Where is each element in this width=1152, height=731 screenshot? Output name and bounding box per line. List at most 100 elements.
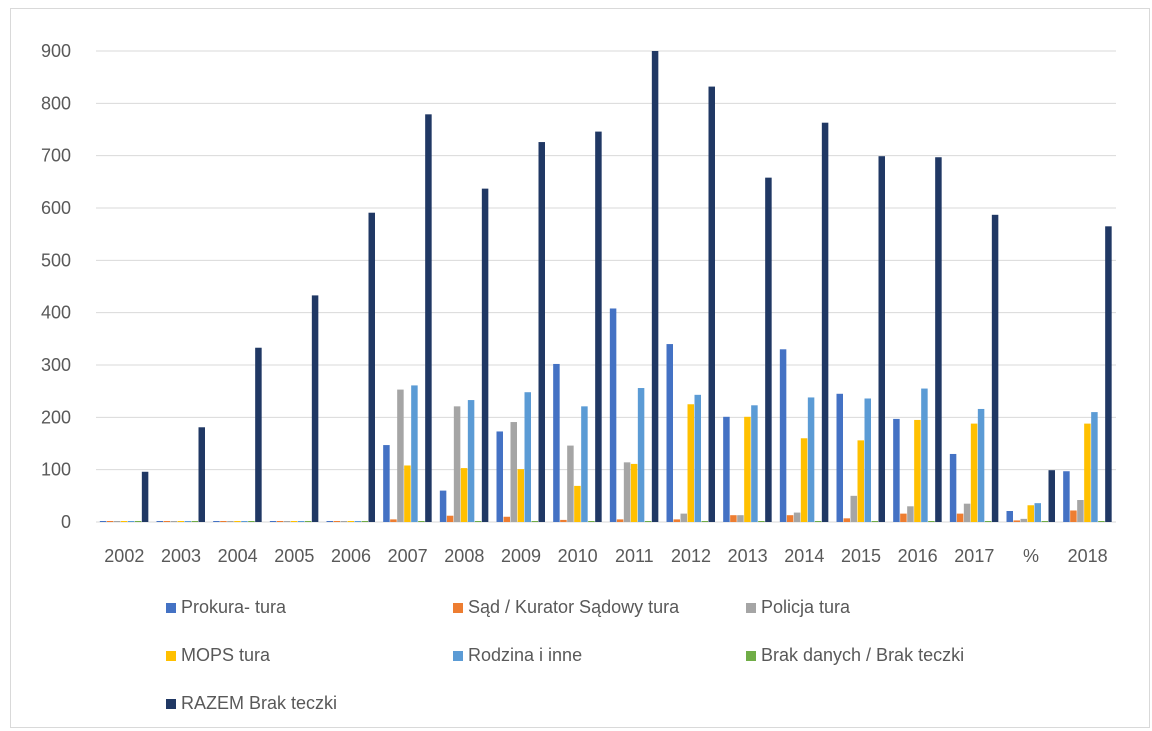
bar-s-d-kurator-s-dowy-tura-2002 xyxy=(106,521,114,522)
bar-s-d-kurator-s-dowy-tura-2005 xyxy=(276,521,284,522)
bar-brak-danych-brak-teczki-2016 xyxy=(928,521,935,522)
bar-razem-brak-teczki-2013 xyxy=(765,177,772,522)
y-tick-label: 500 xyxy=(41,250,71,270)
bar-brak-danych-brak-teczki-2017 xyxy=(984,521,992,522)
x-tick-label: 2012 xyxy=(671,546,711,566)
bar-prokura-tura-2004 xyxy=(213,521,220,522)
bar-razem-brak-teczki-pct xyxy=(1048,470,1055,522)
legend-swatch xyxy=(746,603,756,613)
y-tick-label: 600 xyxy=(41,198,71,218)
x-tick-label: 2015 xyxy=(841,546,881,566)
legend-item: Brak danych / Brak teczki xyxy=(746,645,964,665)
x-axis-tick-labels: 2002 2003 2004 2005 2006 2007 2008 2009 2010 2011… xyxy=(104,546,1107,566)
bar-rodzina-i-inne-2010 xyxy=(581,406,588,522)
bar-brak-danych-brak-teczki-2011 xyxy=(644,521,652,522)
bar-razem-brak-teczki-2017 xyxy=(991,214,999,522)
legend-label: Prokura- tura xyxy=(181,597,287,617)
legend-label: MOPS tura xyxy=(181,645,271,665)
legend-label: Sąd / Kurator Sądowy tura xyxy=(468,597,680,617)
x-tick-label: 2017 xyxy=(954,546,994,566)
bar-prokura-tura-2003 xyxy=(156,521,163,522)
bar-razem-brak-teczki-2012 xyxy=(708,86,715,522)
bar-s-d-kurator-s-dowy-tura-2008 xyxy=(446,515,454,522)
bar-policja-tura-2012 xyxy=(680,513,687,522)
bar-brak-danych-brak-teczki-2003 xyxy=(191,521,198,522)
bar-prokura-tura-2016 xyxy=(893,418,900,522)
x-tick-label: 2008 xyxy=(444,546,484,566)
bar-brak-danych-brak-teczki-2008 xyxy=(474,521,482,522)
bar-policja-tura-2017 xyxy=(963,503,971,522)
legend-item: RAZEM Brak teczki xyxy=(166,693,337,713)
bar-brak-danych-brak-teczki-2005 xyxy=(304,521,312,522)
bar-mops-tura-2015 xyxy=(857,440,864,522)
legend-label: Policja tura xyxy=(761,597,851,617)
bar-prokura-tura-2018 xyxy=(1063,471,1070,522)
bar-policja-tura-2007 xyxy=(397,389,404,522)
bar-rodzina-i-inne-2013 xyxy=(751,405,758,522)
bar-mops-tura-2012 xyxy=(687,404,694,522)
bar-policja-tura-2013 xyxy=(737,515,744,522)
bar-rodzina-i-inne-2016 xyxy=(921,388,928,522)
y-axis-tick-labels: 0 100 200 300 400 500 600 700 800 900 xyxy=(41,41,71,532)
bar-brak-danych-brak-teczki-2014 xyxy=(814,521,822,522)
bar-rodzina-i-inne-2015 xyxy=(864,398,871,522)
bar-s-d-kurator-s-dowy-tura-2015 xyxy=(843,518,850,522)
bar-prokura-tura-2010 xyxy=(553,363,560,522)
x-tick-label: 2010 xyxy=(558,546,598,566)
bar-prokura-tura-2011 xyxy=(609,308,617,522)
x-tick-label: 2004 xyxy=(218,546,258,566)
bar-brak-danych-brak-teczki-2004 xyxy=(248,521,255,522)
legend-item: Policja tura xyxy=(746,597,851,617)
bar-prokura-tura-2006 xyxy=(326,521,333,522)
bar-s-d-kurator-s-dowy-tura-2016 xyxy=(900,513,907,522)
y-tick-label: 200 xyxy=(41,407,71,427)
bar-s-d-kurator-s-dowy-tura-2004 xyxy=(220,521,227,522)
bar-mops-tura-2008 xyxy=(460,468,468,522)
bar-mops-tura-2011 xyxy=(630,463,638,522)
bar-mops-tura-2018 xyxy=(1084,423,1091,522)
bar-prokura-tura-2014 xyxy=(779,349,787,522)
bar-s-d-kurator-s-dowy-tura-pct xyxy=(1013,520,1020,522)
bar-razem-brak-teczki-2011 xyxy=(651,51,659,522)
bar-prokura-tura-2005 xyxy=(269,521,277,522)
y-tick-label: 0 xyxy=(61,512,71,532)
x-tick-label: % xyxy=(1023,546,1039,566)
x-tick-label: 2011 xyxy=(615,546,654,566)
bar-mops-tura-2013 xyxy=(744,416,751,522)
bar-razem-brak-teczki-2006 xyxy=(368,212,375,522)
legend-label: Rodzina i inne xyxy=(468,645,582,665)
bar-policja-tura-2015 xyxy=(850,495,857,522)
bar-brak-danych-brak-teczki-2013 xyxy=(758,521,765,522)
bar-policja-tura-2009 xyxy=(510,422,517,522)
bar-rodzina-i-inne-2007 xyxy=(411,385,418,522)
bar-rodzina-i-inne-2004 xyxy=(241,521,248,522)
bar-razem-brak-teczki-2005 xyxy=(311,295,319,522)
legend-swatch xyxy=(453,651,463,661)
legend-swatch xyxy=(166,699,176,709)
bar-razem-brak-teczki-2007 xyxy=(425,114,432,522)
x-tick-label: 2018 xyxy=(1068,546,1108,566)
bar-razem-brak-teczki-2016 xyxy=(935,157,942,522)
bar-rodzina-i-inne-2012 xyxy=(694,394,701,522)
bar-mops-tura-2003 xyxy=(177,521,184,522)
legend-swatch xyxy=(166,651,176,661)
bar-razem-brak-teczki-2008 xyxy=(481,188,489,523)
legend-item: Rodzina i inne xyxy=(453,645,582,665)
bar-s-d-kurator-s-dowy-tura-2014 xyxy=(786,515,794,522)
y-tick-label: 800 xyxy=(41,93,71,113)
gridlines xyxy=(96,50,1116,523)
y-tick-label: 100 xyxy=(41,460,71,480)
bar-mops-tura-2006 xyxy=(347,521,354,522)
chart-frame: 0 100 200 300 400 500 600 700 800 900 2002 2003 200… xyxy=(10,8,1150,728)
bar-policja-tura-2002 xyxy=(113,521,121,522)
bar-s-d-kurator-s-dowy-tura-2009 xyxy=(503,516,510,522)
bar-rodzina-i-inne-2011 xyxy=(637,388,645,522)
bar-s-d-kurator-s-dowy-tura-2007 xyxy=(390,519,397,522)
bar-rodzina-i-inne-2005 xyxy=(297,521,305,522)
bar-brak-danych-brak-teczki-2002 xyxy=(134,521,142,522)
bar-mops-tura-2007 xyxy=(404,465,411,522)
bar-policja-tura-2018 xyxy=(1077,500,1084,522)
bar-razem-brak-teczki-2010 xyxy=(595,131,602,522)
bar-brak-danych-brak-teczki-2012 xyxy=(701,521,708,522)
bar-razem-brak-teczki-2015 xyxy=(878,156,885,522)
